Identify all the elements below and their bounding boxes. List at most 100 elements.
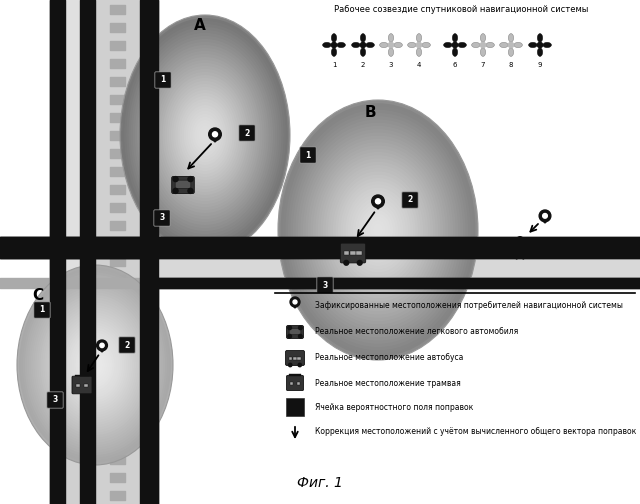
Text: 1: 1	[332, 62, 336, 68]
Ellipse shape	[417, 48, 422, 56]
Ellipse shape	[278, 100, 478, 360]
Bar	[84, 384, 88, 387]
Circle shape	[298, 326, 302, 330]
Ellipse shape	[58, 318, 132, 412]
Ellipse shape	[129, 27, 282, 243]
Ellipse shape	[74, 338, 116, 393]
Ellipse shape	[50, 307, 140, 422]
Text: 3: 3	[323, 281, 328, 289]
Ellipse shape	[31, 283, 159, 448]
FancyBboxPatch shape	[154, 210, 170, 226]
Ellipse shape	[46, 302, 144, 427]
Ellipse shape	[326, 162, 431, 298]
Ellipse shape	[156, 66, 254, 204]
Ellipse shape	[538, 48, 543, 56]
Ellipse shape	[280, 103, 476, 357]
Ellipse shape	[44, 300, 146, 430]
FancyBboxPatch shape	[155, 72, 171, 88]
Ellipse shape	[332, 34, 337, 42]
Bar	[298, 356, 301, 359]
Ellipse shape	[175, 93, 235, 177]
Circle shape	[173, 188, 178, 194]
Ellipse shape	[351, 42, 360, 47]
Ellipse shape	[371, 220, 385, 240]
Bar	[356, 251, 362, 255]
Circle shape	[538, 42, 543, 47]
Ellipse shape	[48, 305, 142, 425]
Ellipse shape	[316, 149, 440, 311]
Circle shape	[481, 42, 486, 47]
Ellipse shape	[52, 310, 138, 420]
Circle shape	[539, 210, 551, 222]
Circle shape	[357, 261, 362, 265]
Circle shape	[417, 42, 422, 47]
Text: Реальное местоположение легкового автомобиля: Реальное местоположение легкового автомо…	[315, 328, 518, 337]
Ellipse shape	[179, 99, 230, 171]
Circle shape	[372, 195, 384, 208]
Ellipse shape	[182, 102, 228, 168]
Ellipse shape	[298, 126, 458, 334]
Text: А: А	[194, 18, 206, 33]
Ellipse shape	[177, 96, 232, 174]
FancyBboxPatch shape	[175, 180, 191, 188]
Ellipse shape	[318, 152, 438, 308]
Text: 9: 9	[538, 62, 542, 68]
Circle shape	[212, 132, 218, 137]
FancyBboxPatch shape	[239, 125, 255, 141]
Ellipse shape	[72, 335, 118, 395]
Text: 2: 2	[361, 62, 365, 68]
Ellipse shape	[303, 133, 453, 328]
Text: 1: 1	[40, 305, 45, 314]
Ellipse shape	[124, 21, 285, 249]
Ellipse shape	[27, 278, 163, 453]
Bar	[76, 384, 80, 387]
Text: Реальное местоположение автобуса: Реальное местоположение автобуса	[315, 353, 463, 362]
Ellipse shape	[368, 217, 388, 243]
Ellipse shape	[355, 201, 401, 259]
Ellipse shape	[21, 270, 169, 460]
Ellipse shape	[56, 315, 134, 415]
Ellipse shape	[508, 34, 514, 42]
Text: С: С	[33, 288, 44, 303]
Ellipse shape	[288, 113, 468, 347]
Ellipse shape	[188, 111, 222, 159]
Ellipse shape	[388, 48, 394, 56]
Ellipse shape	[458, 42, 467, 47]
Text: 2: 2	[124, 341, 130, 349]
Ellipse shape	[64, 325, 126, 405]
Ellipse shape	[313, 146, 443, 314]
Ellipse shape	[186, 108, 224, 162]
Ellipse shape	[472, 42, 480, 47]
Circle shape	[100, 343, 104, 348]
Circle shape	[376, 199, 381, 204]
Bar	[296, 382, 300, 385]
Ellipse shape	[394, 42, 403, 47]
Ellipse shape	[388, 34, 394, 42]
Text: 7: 7	[481, 62, 485, 68]
Text: 3: 3	[52, 396, 58, 405]
Text: Реальное местоположение трамвая: Реальное местоположение трамвая	[315, 379, 461, 388]
Ellipse shape	[422, 42, 430, 47]
Ellipse shape	[122, 18, 288, 252]
Ellipse shape	[380, 42, 388, 47]
Ellipse shape	[38, 292, 152, 437]
Ellipse shape	[323, 42, 331, 47]
Ellipse shape	[481, 48, 486, 56]
Ellipse shape	[192, 117, 218, 153]
Circle shape	[332, 42, 337, 47]
Ellipse shape	[346, 188, 410, 272]
Ellipse shape	[169, 84, 241, 186]
Ellipse shape	[42, 297, 148, 432]
FancyBboxPatch shape	[340, 243, 365, 263]
Ellipse shape	[141, 45, 269, 225]
Circle shape	[288, 326, 291, 330]
FancyBboxPatch shape	[34, 302, 50, 318]
Text: 8: 8	[509, 62, 513, 68]
Ellipse shape	[529, 42, 537, 47]
Ellipse shape	[500, 42, 508, 47]
Ellipse shape	[198, 126, 211, 144]
Ellipse shape	[137, 39, 273, 231]
FancyBboxPatch shape	[300, 147, 316, 163]
Ellipse shape	[131, 30, 280, 240]
Circle shape	[508, 42, 514, 47]
